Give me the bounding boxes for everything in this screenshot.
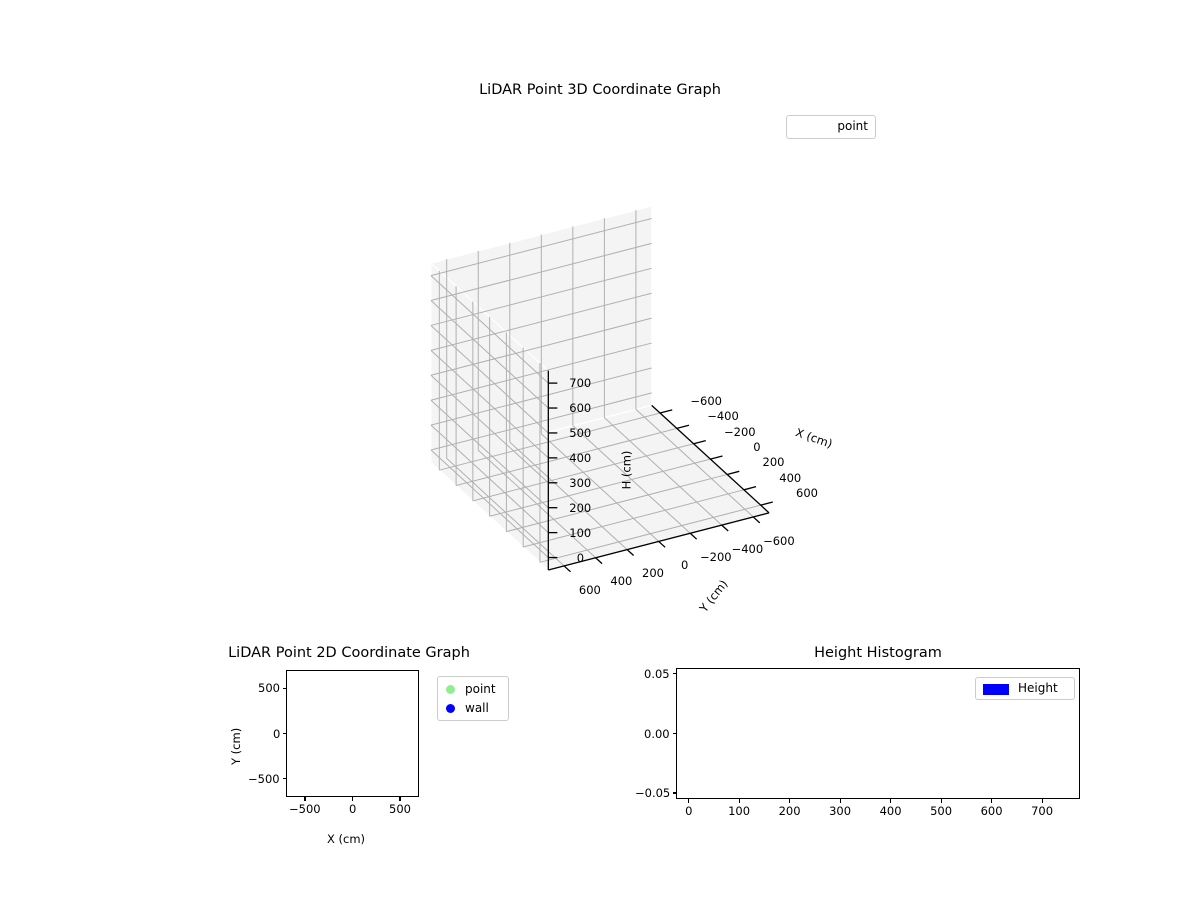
plot3d-ytick-label: 0 <box>681 558 689 573</box>
plot3d-xtick-label: −200 <box>724 424 756 439</box>
plot3d-canvas <box>429 205 773 573</box>
histogram-xtick-label: 0 <box>685 804 693 818</box>
plot3d-xtick-label: −400 <box>707 409 739 424</box>
plot3d-ytick-label: 600 <box>578 582 601 597</box>
lidar-2d-axes[interactable] <box>286 670 419 797</box>
plot3d-ytick-label: 200 <box>642 566 664 581</box>
lidar-3d-axes[interactable]: −600 −400 −200 0 200 400 600 −600 −400 −200 0 200 40… <box>300 120 940 620</box>
histogram-ytick-mark <box>672 732 676 735</box>
histogram-xtick-label: 200 <box>778 804 801 818</box>
legend-item-point[interactable]: point <box>438 680 508 699</box>
histogram-xtick-label: 100 <box>728 804 751 818</box>
plot3d-ztick-label: 200 <box>569 500 592 515</box>
histogram-xtick-mark <box>688 799 690 803</box>
plot3d-panes <box>429 205 771 572</box>
plot2d-ytick-label: −500 <box>248 771 280 786</box>
plot3d-ytick-label: 400 <box>610 574 633 589</box>
plot3d-xtick-label: 400 <box>779 470 802 485</box>
plot2d-ytick-label: 500 <box>258 681 280 696</box>
plot3d-xtick-label: 600 <box>796 486 818 501</box>
plot2d-xtick-label: 0 <box>349 802 357 816</box>
plot2d-ytick-mark <box>282 778 286 780</box>
histogram-xtick-mark <box>738 799 740 803</box>
histogram-xtick-label: 300 <box>829 804 852 818</box>
histogram-ytick-mark <box>672 673 676 675</box>
plot2d-xtick-mark <box>351 797 354 801</box>
plot2d-title: LiDAR Point 2D Coordinate Graph <box>228 645 470 661</box>
plot3d-xtick-label: −600 <box>690 394 722 408</box>
legend-item-height-label: Height <box>1018 681 1058 695</box>
plot2d-xtick-mark <box>399 797 401 801</box>
histogram-xtick-label: 700 <box>1031 804 1054 818</box>
plot3d-ytick-label: −600 <box>763 533 795 548</box>
plot2d-xtick-label: 500 <box>389 802 411 816</box>
plot3d-legend[interactable]: point <box>786 115 876 139</box>
plot2d-xlabel: X (cm) <box>327 832 366 846</box>
plot2d-xtick-label: −500 <box>289 802 321 816</box>
histogram-xtick-mark <box>839 799 841 803</box>
plot3d-xtick-label: 0 <box>753 440 761 455</box>
plot3d-tick-marks <box>548 382 773 573</box>
plot3d-zlabel: H (cm) <box>619 450 634 490</box>
histogram-xtick-label: 600 <box>980 804 1003 818</box>
plot3d-ztick-label: 100 <box>569 525 592 540</box>
legend-item-wall[interactable]: wall <box>438 699 508 718</box>
plot3d-ytick-label: −400 <box>731 541 764 556</box>
histogram-xtick-mark <box>890 799 892 803</box>
histogram-ytick-label: 0.00 <box>644 726 670 741</box>
histogram-xtick-mark <box>940 799 942 803</box>
histogram-xtick-label: 500 <box>930 804 953 818</box>
plot3d-ztick-label: 500 <box>569 425 592 440</box>
legend-item-wall-label: wall <box>465 701 489 715</box>
plot3d-ztick-label: 400 <box>569 450 592 465</box>
legend-item-point-label: point <box>465 682 496 696</box>
histogram-legend[interactable]: Height <box>975 677 1075 700</box>
plot3d-title: LiDAR Point 3D Coordinate Graph <box>479 82 721 98</box>
plot2d-legend[interactable]: point wall <box>437 676 509 721</box>
histogram-ytick-label: 0.05 <box>644 667 670 681</box>
legend-marker-wall-icon <box>446 704 455 713</box>
plot2d-xtick-mark <box>304 797 306 801</box>
histogram-ytick-mark <box>672 792 676 794</box>
plot2d-ytick-mark <box>282 732 286 735</box>
legend-patch-height-icon <box>983 684 1009 695</box>
plot2d-ylabel: Y (cm) <box>229 727 243 765</box>
plot2d-ytick-label: 0 <box>273 726 281 741</box>
plot3d-gridlines <box>430 210 761 567</box>
plot3d-ztick-label: 300 <box>569 475 592 490</box>
legend-item-point-label: point <box>837 119 868 133</box>
plot3d-ztick-label: 600 <box>569 401 592 415</box>
histogram-title: Height Histogram <box>814 645 942 661</box>
plot3d-ztick-label: 0 <box>576 550 585 565</box>
histogram-xtick-mark <box>789 799 791 803</box>
histogram-xtick-label: 400 <box>879 804 902 818</box>
plot3d-ytick-label: −200 <box>700 549 732 564</box>
histogram-ytick-label: −0.05 <box>635 786 671 800</box>
plot2d-ytick-mark <box>282 687 286 689</box>
plot3d-ztick-label: 700 <box>569 376 592 391</box>
histogram-xtick-mark <box>991 799 993 803</box>
histogram-xtick-mark <box>1041 799 1043 803</box>
plot3d-xtick-label: 200 <box>762 455 785 470</box>
legend-marker-point-icon <box>446 685 455 694</box>
